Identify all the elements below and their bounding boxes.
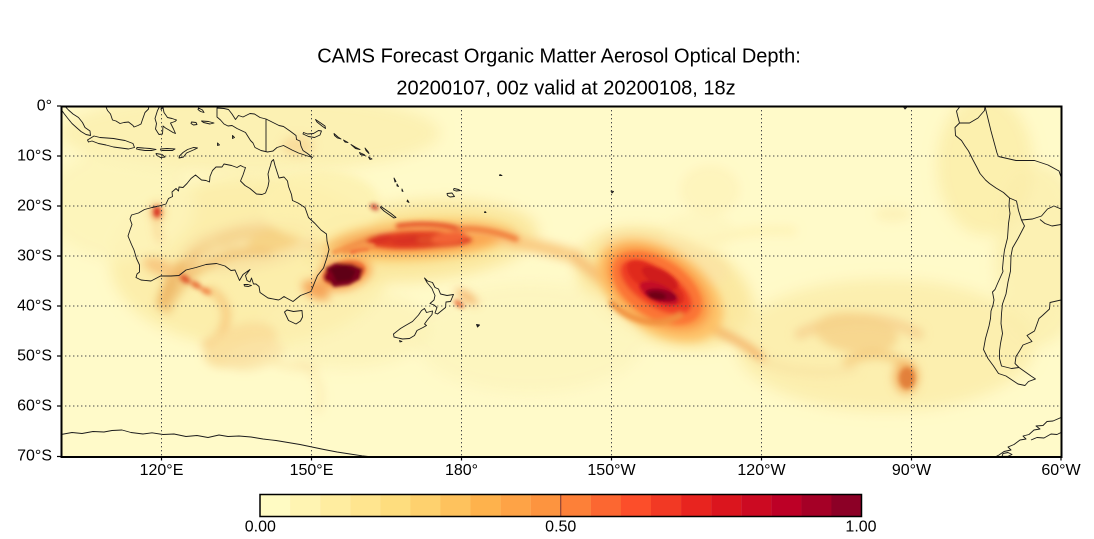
svg-text:0°: 0° xyxy=(37,98,52,115)
svg-text:60°W: 60°W xyxy=(1041,462,1081,479)
svg-text:150°E: 150°E xyxy=(290,462,334,479)
svg-text:30°S: 30°S xyxy=(17,248,52,265)
svg-text:1.00: 1.00 xyxy=(845,519,876,535)
svg-text:20°S: 20°S xyxy=(17,198,52,215)
svg-text:150°W: 150°W xyxy=(587,462,636,479)
svg-text:0.50: 0.50 xyxy=(545,519,576,535)
svg-text:90°W: 90°W xyxy=(892,462,932,479)
svg-text:20200107, 00z valid at 2020010: 20200107, 00z valid at 20200108, 18z xyxy=(396,78,735,100)
svg-text:60°S: 60°S xyxy=(17,398,52,415)
svg-text:70°S: 70°S xyxy=(17,448,52,465)
svg-text:120°E: 120°E xyxy=(140,462,184,479)
svg-text:0.00: 0.00 xyxy=(245,519,276,535)
svg-text:180°: 180° xyxy=(445,462,478,479)
svg-text:120°W: 120°W xyxy=(737,462,786,479)
svg-text:50°S: 50°S xyxy=(17,348,52,365)
svg-text:40°S: 40°S xyxy=(17,298,52,315)
svg-text:10°S: 10°S xyxy=(17,148,52,165)
svg-text:CAMS Forecast Organic Matter A: CAMS Forecast Organic Matter Aerosol Opt… xyxy=(317,46,801,68)
